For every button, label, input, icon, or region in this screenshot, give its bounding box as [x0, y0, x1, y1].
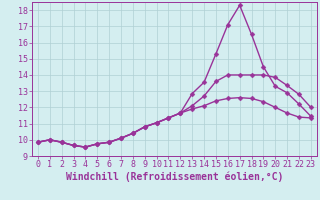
X-axis label: Windchill (Refroidissement éolien,°C): Windchill (Refroidissement éolien,°C) — [66, 172, 283, 182]
